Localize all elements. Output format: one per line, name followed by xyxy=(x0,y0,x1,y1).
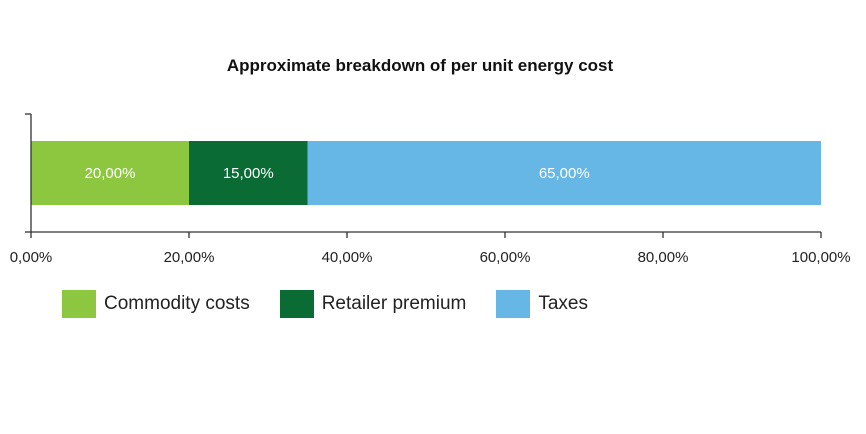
legend-label-taxes: Taxes xyxy=(538,293,588,314)
x-tick-label: 100,00% xyxy=(791,249,850,266)
bar-label-commodity-costs: 20,00% xyxy=(85,165,136,182)
legend-item-commodity-costs: Commodity costs xyxy=(62,290,250,318)
legend-label-retailer-premium: Retailer premium xyxy=(321,293,467,314)
x-tick-label: 60,00% xyxy=(480,249,531,266)
bar-chart-plot: 20,00% 15,00% 65,00% 0,00% 20,00% 40,00% 60,00… xyxy=(10,113,851,266)
x-tick-label: 0,00% xyxy=(10,249,53,266)
chart-title: Approximate breakdown of per unit energy… xyxy=(226,56,614,75)
bar-taxes xyxy=(307,141,821,205)
legend-swatch-commodity-costs xyxy=(62,290,96,318)
bar-retailer-premium xyxy=(189,141,308,205)
legend-swatch-retailer-premium xyxy=(279,290,314,318)
bar-label-retailer-premium: 15,00% xyxy=(223,165,274,182)
x-tick-label: 20,00% xyxy=(164,249,215,266)
x-tick-label: 80,00% xyxy=(638,249,689,266)
legend-item-retailer-premium: Retailer premium xyxy=(279,290,467,318)
chart-legend: Commodity costs Retailer premium Taxes xyxy=(62,290,618,318)
bar-commodity-costs xyxy=(31,141,189,205)
legend-label-commodity-costs: Commodity costs xyxy=(104,293,250,314)
x-tick-label: 40,00% xyxy=(322,249,373,266)
bar-label-taxes: 65,00% xyxy=(539,165,590,182)
legend-swatch-taxes xyxy=(496,290,531,318)
legend-item-taxes: Taxes xyxy=(496,290,588,318)
